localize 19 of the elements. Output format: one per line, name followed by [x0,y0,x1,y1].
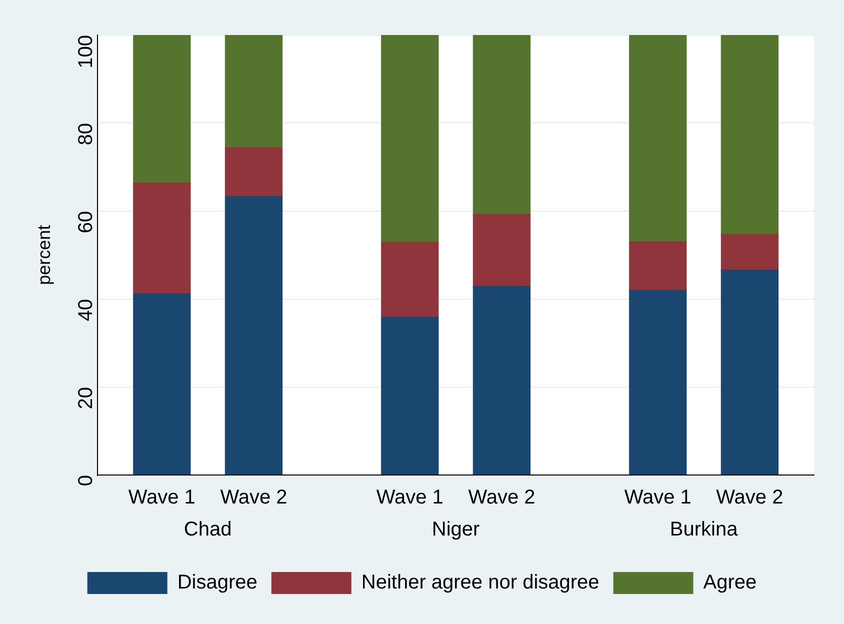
x-tick-label: Wave 2 [468,486,536,509]
legend-label: Agree [703,572,757,594]
y-tick-label: 20 [75,387,98,410]
x-tick-label: Wave 2 [220,486,288,509]
text: Niger [432,518,480,541]
x-tick-label: Wave 2 [716,486,784,509]
legend-label: Disagree [177,572,258,594]
y-tick-label: 80 [75,123,98,146]
x-tick-label: Wave 1 [624,486,692,509]
y-tick-label: 40 [75,299,98,322]
y-tick-label: 60 [75,211,98,234]
y-tick-label: 0 [75,475,98,486]
text: Burkina [670,518,739,541]
x-tick-label: Wave 1 [128,486,196,509]
x-tick-label: Wave 1 [376,486,444,509]
legend-label: Neither agree nor disagree [361,572,600,594]
text: Chad [184,518,232,541]
y-axis-title: percent [34,224,54,286]
y-tick-label: 100 [75,35,98,68]
